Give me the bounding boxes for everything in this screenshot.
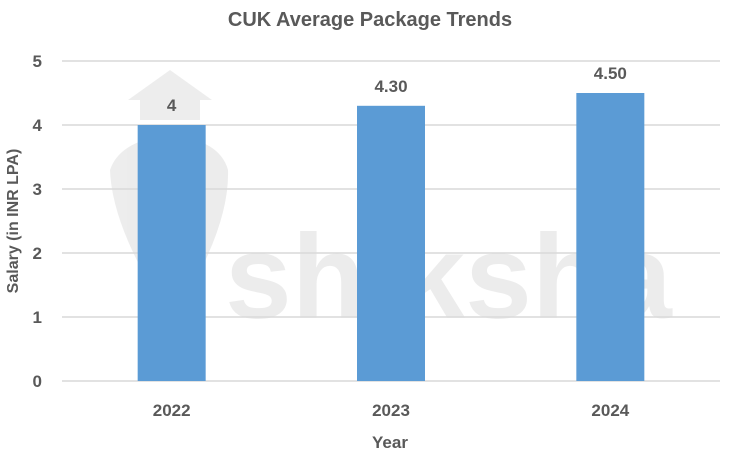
y-tick-label: 1	[33, 308, 42, 327]
y-tick-label: 2	[33, 244, 42, 263]
chart-title: CUK Average Package Trends	[228, 9, 512, 31]
data-label: 4.30	[374, 77, 407, 96]
bar-2024	[576, 93, 645, 381]
y-tick-label: 5	[33, 52, 42, 71]
y-tick-label: 3	[33, 180, 42, 199]
x-tick-label: 2023	[372, 401, 410, 420]
bar-2022	[137, 125, 206, 381]
data-label: 4	[167, 96, 177, 115]
y-axis-label: Salary (in INR LPA)	[5, 149, 22, 294]
x-tick-label: 2024	[591, 401, 629, 420]
x-axis-label: Year	[372, 433, 408, 452]
x-tick-label: 2022	[153, 401, 191, 420]
bar-2023	[357, 105, 425, 382]
y-tick-label: 4	[33, 116, 43, 135]
y-tick-label: 0	[33, 372, 42, 391]
data-label: 4.50	[594, 64, 627, 83]
